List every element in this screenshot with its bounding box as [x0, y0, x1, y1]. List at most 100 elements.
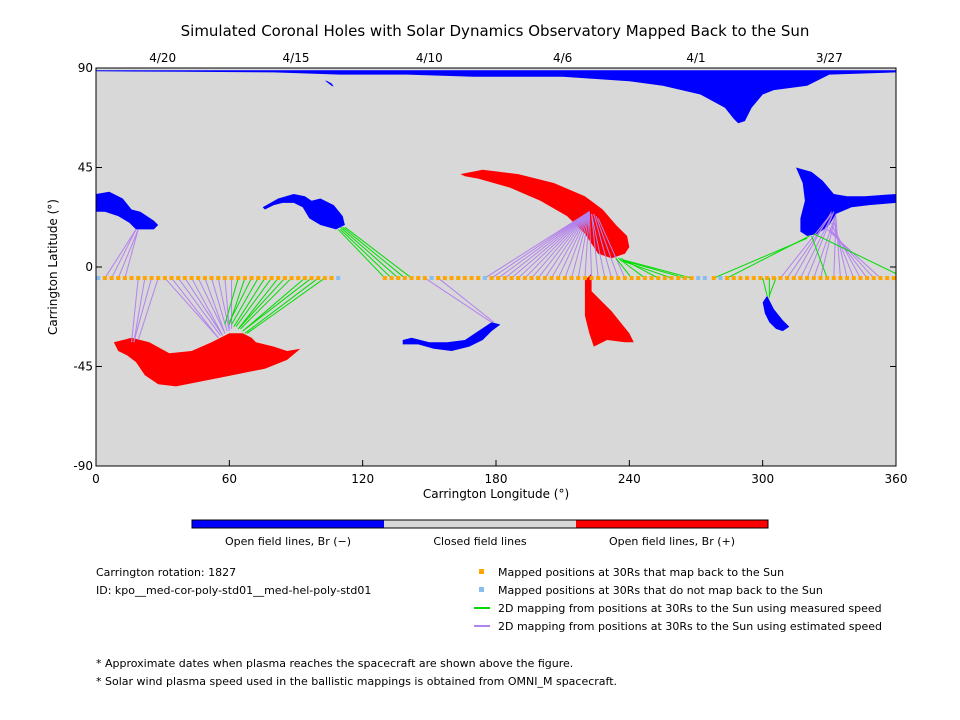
- mapped-point-back: [682, 276, 687, 281]
- mapped-point-back: [289, 276, 294, 281]
- mapped-point-back: [389, 276, 394, 281]
- mapped-point-back: [242, 276, 247, 281]
- mapped-point-no-back: [718, 276, 723, 281]
- estimated-mapping-line: [484, 211, 590, 279]
- mapped-point-back: [269, 276, 274, 281]
- mapped-point-back: [162, 276, 167, 281]
- estimated-mapping-line: [591, 213, 606, 279]
- estimated-speed-mappings: [104, 211, 881, 343]
- estimated-mapping-line: [437, 277, 495, 323]
- carrington-rotation: Carrington rotation: 1827: [96, 566, 236, 579]
- x-tick-label: 120: [351, 472, 374, 486]
- measured-mapping-line: [246, 277, 326, 334]
- open-field-positive-region: [460, 169, 630, 259]
- mapped-point-back: [502, 276, 507, 281]
- mapped-point-back: [711, 276, 716, 281]
- mapped-point-back: [602, 276, 607, 281]
- estimated-mapping-line: [793, 211, 832, 279]
- mapped-point-back: [731, 276, 736, 281]
- mapped-point-back: [885, 276, 890, 281]
- measured-mapping-line: [340, 226, 399, 279]
- mapped-point-back: [765, 276, 770, 281]
- mapped-point-back: [516, 276, 521, 281]
- mapped-point-back: [725, 276, 730, 281]
- measured-mapping-line: [240, 277, 292, 330]
- mapped-point-back: [196, 276, 201, 281]
- mapped-point-back: [442, 276, 447, 281]
- y-tick-label: -45: [73, 360, 93, 374]
- estimated-mapping-line: [517, 211, 590, 279]
- mapped-point-back: [865, 276, 870, 281]
- legend: Mapped positions at 30Rs that map back t…: [474, 566, 882, 633]
- colorbar-label: Open field lines, Br (−): [225, 535, 351, 548]
- open-field-regions: [96, 70, 896, 387]
- open-field-positive-region: [113, 333, 301, 387]
- estimated-mapping-line: [504, 211, 590, 279]
- measured-mapping-line: [620, 259, 672, 279]
- measured-mapping-line: [811, 235, 828, 279]
- mapped-point-back: [751, 276, 756, 281]
- mapped-point-back: [805, 276, 810, 281]
- mapped-point-back: [542, 276, 547, 281]
- mapped-point-back: [396, 276, 401, 281]
- mapped-point-back: [549, 276, 554, 281]
- estimated-mapping-line: [224, 278, 230, 329]
- estimated-mapping-line: [591, 213, 599, 279]
- mapped-point-back: [771, 276, 776, 281]
- legend-label: Mapped positions at 30Rs that map back t…: [498, 566, 784, 579]
- mapped-point-back: [402, 276, 407, 281]
- mapped-point-back: [825, 276, 830, 281]
- mapped-point-back: [791, 276, 796, 281]
- mapped-point-back: [669, 276, 674, 281]
- colorbar-label: Open field lines, Br (+): [609, 535, 735, 548]
- estimated-mapping-line: [577, 211, 590, 279]
- mapped-point-back: [758, 276, 763, 281]
- mapped-point-back: [449, 276, 454, 281]
- measured-mapping-line: [624, 259, 692, 279]
- measured-mapping-line: [344, 226, 412, 279]
- measured-mapping-line: [813, 233, 897, 275]
- colorbar-segment: [384, 520, 576, 528]
- top-date-label: 4/1: [686, 51, 705, 65]
- footnote-2: * Solar wind plasma speed used in the ba…: [96, 675, 617, 688]
- mapped-point-back: [302, 276, 307, 281]
- mapped-point-back: [851, 276, 856, 281]
- mapped-point-back: [416, 276, 421, 281]
- mapped-point-no-back: [96, 276, 101, 281]
- mapped-point-back: [256, 276, 261, 281]
- estimated-mapping-line: [191, 277, 224, 336]
- estimated-mapping-line: [511, 211, 590, 279]
- estimated-mapping-line: [217, 277, 230, 332]
- estimated-mapping-line: [124, 229, 139, 279]
- mapped-point-back: [745, 276, 750, 281]
- mapped-point-back: [176, 276, 181, 281]
- y-tick-label: 90: [78, 61, 93, 75]
- estimated-mapping-line: [564, 211, 590, 279]
- x-axis-ticks: 0 60 120 180 240 300 360: [92, 460, 907, 486]
- legend-marker-square: [479, 587, 484, 592]
- mapped-point-back: [469, 276, 474, 281]
- mapped-point-back: [236, 276, 241, 281]
- estimated-mapping-line: [544, 211, 590, 279]
- mapped-point-back: [322, 276, 327, 281]
- colorbar-segment: [576, 520, 768, 528]
- mapped-point-back: [509, 276, 514, 281]
- legend-label: Mapped positions at 30Rs that do not map…: [498, 584, 823, 597]
- x-tick-label: 300: [751, 472, 774, 486]
- measured-mapping-line: [762, 277, 768, 296]
- mapped-point-back: [569, 276, 574, 281]
- mapped-point-back: [689, 276, 694, 281]
- open-field-negative-region: [796, 167, 896, 236]
- mapped-point-back: [202, 276, 207, 281]
- mapped-point-back: [296, 276, 301, 281]
- mapped-point-back: [116, 276, 121, 281]
- mapped-point-back: [831, 276, 836, 281]
- x-tick-label: 0: [92, 472, 100, 486]
- estimated-mapping-line: [835, 218, 841, 279]
- mapped-point-back: [858, 276, 863, 281]
- mapped-point-back: [316, 276, 321, 281]
- estimated-mapping-line: [131, 278, 139, 343]
- mapped-point-back: [329, 276, 334, 281]
- mapped-point-no-back: [696, 276, 701, 281]
- top-date-label: 4/10: [416, 51, 443, 65]
